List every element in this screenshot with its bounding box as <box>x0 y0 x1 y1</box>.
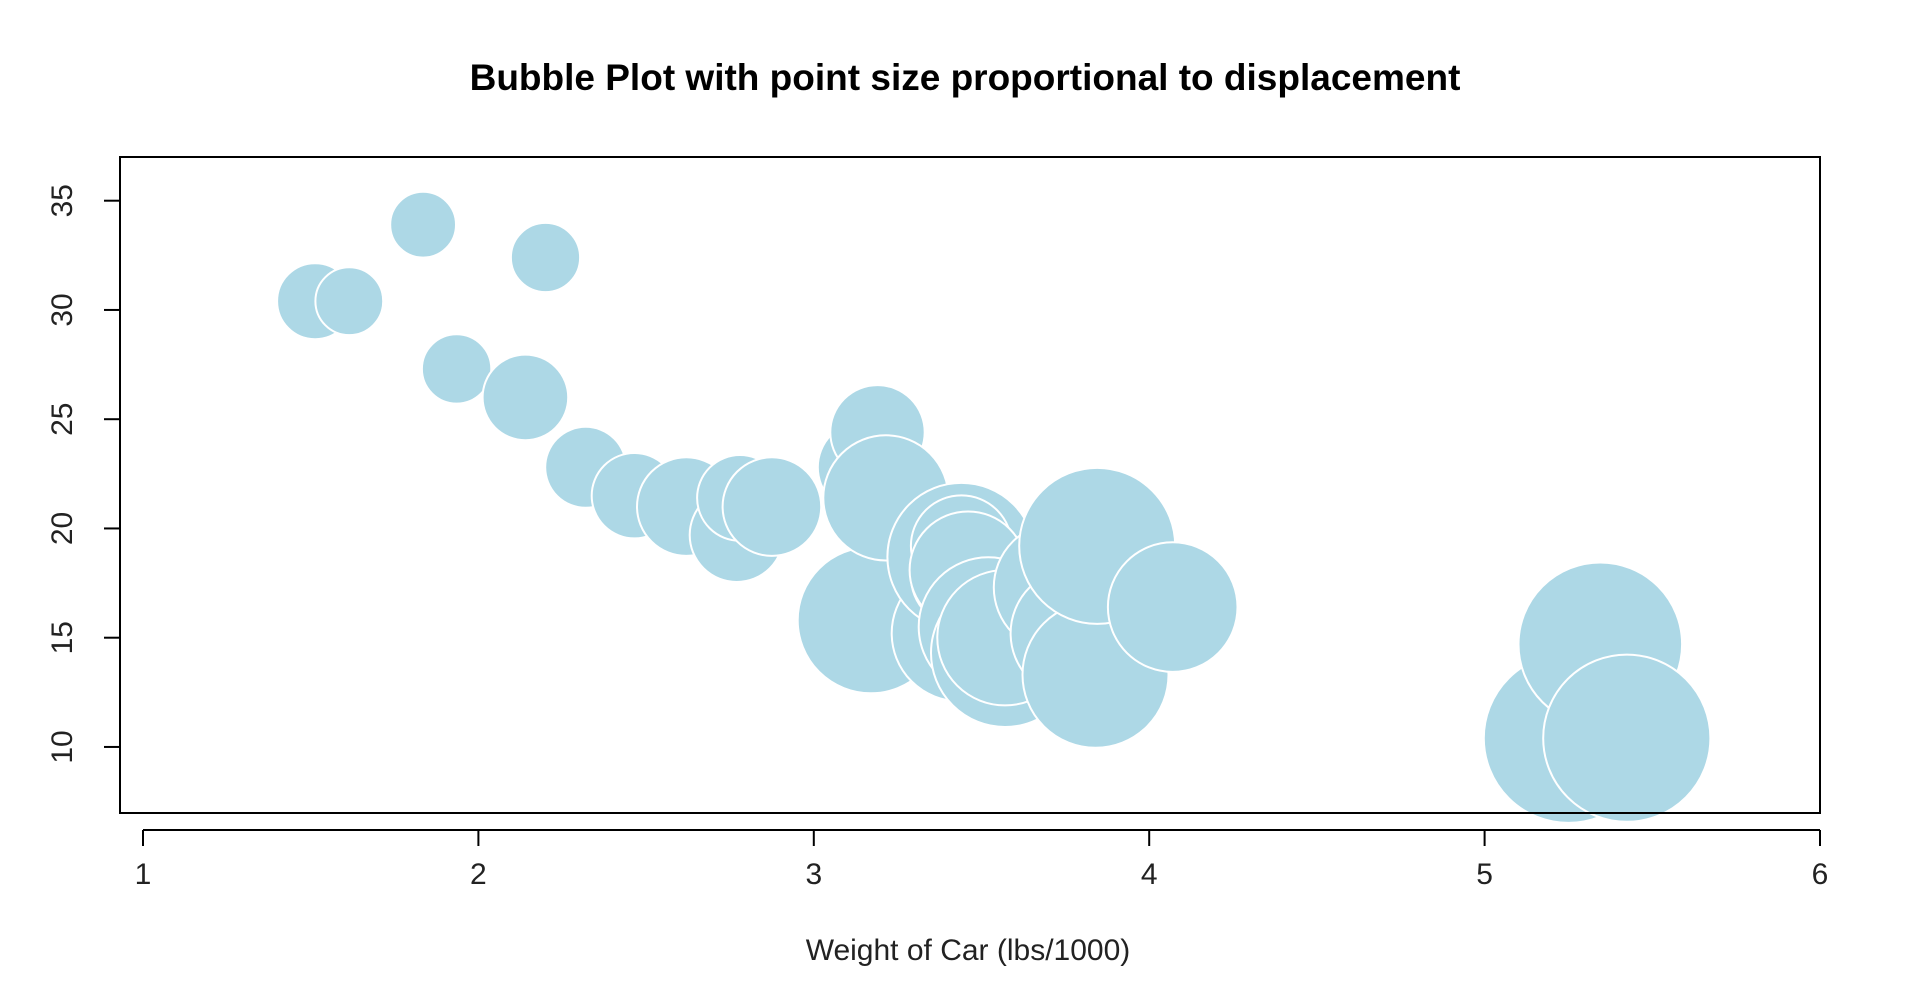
x-axis: 1 2 3 4 5 6 <box>135 829 1829 891</box>
y-tick-label: 25 <box>46 403 79 436</box>
bubble-point-32 <box>1542 653 1712 823</box>
bubble-series <box>276 190 1712 824</box>
bubble-point-5 <box>481 353 570 442</box>
bubble-point-4 <box>420 333 493 405</box>
bubble-point-29 <box>1106 541 1239 673</box>
y-tick-label: 35 <box>46 184 79 217</box>
y-tick-label: 15 <box>46 621 79 654</box>
y-axis: 10 15 20 25 30 35 <box>46 184 121 764</box>
x-tick-label: 3 <box>805 858 822 891</box>
x-tick-label: 4 <box>1141 858 1158 891</box>
x-tick-label: 2 <box>470 858 487 891</box>
x-tick-label: 5 <box>1476 858 1493 891</box>
bubble-point-6 <box>509 221 582 294</box>
bubble-point-3 <box>389 190 458 259</box>
bubble-point-12 <box>721 456 823 557</box>
x-axis-label: Weight of Car (lbs/1000) <box>806 934 1131 967</box>
y-tick-label: 30 <box>46 293 79 326</box>
y-tick-label: 20 <box>46 512 79 545</box>
bubble-point-2 <box>314 266 385 337</box>
chart-title: Bubble Plot with point size proportional… <box>470 57 1461 98</box>
y-tick-label: 10 <box>46 730 79 763</box>
x-tick-label: 6 <box>1812 858 1829 891</box>
x-tick-label: 1 <box>135 858 152 891</box>
